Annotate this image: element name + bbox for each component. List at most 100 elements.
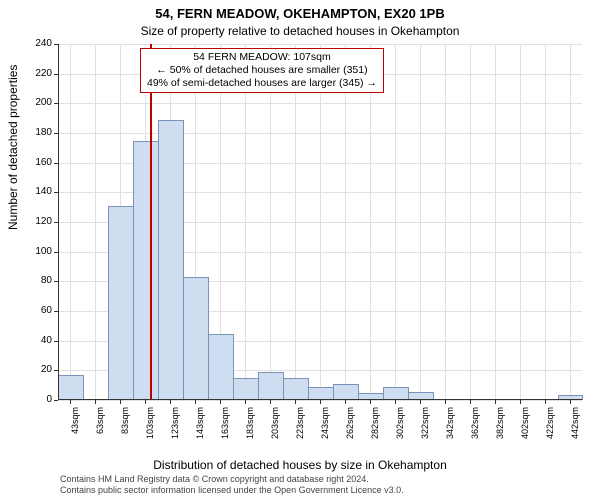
histogram-bar	[158, 120, 184, 400]
ytick-mark	[54, 192, 58, 193]
xtick-label: 203sqm	[270, 407, 280, 447]
xtick-label: 322sqm	[420, 407, 430, 447]
xtick-label: 103sqm	[145, 407, 155, 447]
ytick-label: 40	[12, 335, 52, 346]
xtick-label: 262sqm	[345, 407, 355, 447]
histogram-bar	[133, 141, 159, 400]
ytick-mark	[54, 222, 58, 223]
grid-line-v	[370, 44, 371, 400]
xtick-mark	[95, 400, 96, 404]
grid-line-v	[70, 44, 71, 400]
xtick-mark	[495, 400, 496, 404]
ytick-label: 60	[12, 305, 52, 316]
plot-area	[58, 44, 582, 400]
ytick-mark	[54, 44, 58, 45]
xtick-mark	[395, 400, 396, 404]
xtick-label: 382sqm	[495, 407, 505, 447]
histogram-bar	[58, 375, 84, 400]
xtick-label: 442sqm	[570, 407, 580, 447]
grid-line-v	[495, 44, 496, 400]
ytick-label: 80	[12, 275, 52, 286]
ytick-label: 140	[12, 186, 52, 197]
annotation-line-3: 49% of semi-detached houses are larger (…	[147, 77, 377, 90]
xtick-label: 123sqm	[170, 407, 180, 447]
xtick-mark	[220, 400, 221, 404]
xtick-label: 83sqm	[120, 407, 130, 447]
ytick-label: 160	[12, 157, 52, 168]
annotation-line-1: 54 FERN MEADOW: 107sqm	[147, 51, 377, 64]
grid-line-v	[295, 44, 296, 400]
grid-line-v	[570, 44, 571, 400]
grid-line-v	[445, 44, 446, 400]
xtick-label: 302sqm	[395, 407, 405, 447]
ytick-mark	[54, 281, 58, 282]
annotation-line-2: ← 50% of detached houses are smaller (35…	[147, 64, 377, 77]
xtick-label: 282sqm	[370, 407, 380, 447]
x-axis-label: Distribution of detached houses by size …	[0, 458, 600, 472]
histogram-bar	[258, 372, 284, 400]
histogram-bar	[283, 378, 309, 400]
ytick-mark	[54, 341, 58, 342]
xtick-mark	[320, 400, 321, 404]
ytick-mark	[54, 103, 58, 104]
ytick-mark	[54, 400, 58, 401]
xtick-label: 43sqm	[70, 407, 80, 447]
xtick-label: 422sqm	[545, 407, 555, 447]
xtick-label: 402sqm	[520, 407, 530, 447]
attribution-line-1: Contains HM Land Registry data © Crown c…	[60, 474, 404, 485]
chart-container: 54, FERN MEADOW, OKEHAMPTON, EX20 1PB Si…	[0, 0, 600, 500]
grid-line-v	[245, 44, 246, 400]
xtick-mark	[145, 400, 146, 404]
ytick-mark	[54, 74, 58, 75]
xtick-mark	[370, 400, 371, 404]
ytick-mark	[54, 311, 58, 312]
grid-line-v	[345, 44, 346, 400]
xtick-mark	[470, 400, 471, 404]
xtick-label: 223sqm	[295, 407, 305, 447]
xtick-mark	[120, 400, 121, 404]
xtick-mark	[245, 400, 246, 404]
xtick-mark	[420, 400, 421, 404]
reference-line	[150, 44, 152, 400]
xtick-mark	[195, 400, 196, 404]
histogram-bar	[333, 384, 359, 400]
grid-line-v	[395, 44, 396, 400]
xtick-label: 362sqm	[470, 407, 480, 447]
histogram-bar	[233, 378, 259, 400]
xtick-label: 143sqm	[195, 407, 205, 447]
xtick-mark	[570, 400, 571, 404]
ytick-label: 240	[12, 38, 52, 49]
grid-line-v	[420, 44, 421, 400]
ytick-label: 120	[12, 216, 52, 227]
xtick-mark	[270, 400, 271, 404]
xtick-mark	[170, 400, 171, 404]
xtick-mark	[445, 400, 446, 404]
y-axis-line	[58, 44, 59, 400]
attribution: Contains HM Land Registry data © Crown c…	[60, 474, 404, 496]
xtick-mark	[520, 400, 521, 404]
attribution-line-2: Contains public sector information licen…	[60, 485, 404, 496]
ytick-label: 180	[12, 127, 52, 138]
grid-line-v	[470, 44, 471, 400]
xtick-mark	[295, 400, 296, 404]
y-axis-label: Number of detached properties	[6, 65, 20, 230]
xtick-mark	[70, 400, 71, 404]
xtick-label: 243sqm	[320, 407, 330, 447]
grid-line-v	[520, 44, 521, 400]
chart-title-sub: Size of property relative to detached ho…	[0, 24, 600, 38]
chart-title-main: 54, FERN MEADOW, OKEHAMPTON, EX20 1PB	[0, 6, 600, 21]
ytick-label: 20	[12, 364, 52, 375]
xtick-mark	[545, 400, 546, 404]
ytick-label: 100	[12, 246, 52, 257]
ytick-mark	[54, 252, 58, 253]
grid-line-v	[270, 44, 271, 400]
annotation-box: 54 FERN MEADOW: 107sqm ← 50% of detached…	[140, 48, 384, 93]
grid-line-v	[320, 44, 321, 400]
xtick-label: 342sqm	[445, 407, 455, 447]
ytick-mark	[54, 370, 58, 371]
ytick-label: 200	[12, 97, 52, 108]
ytick-label: 0	[12, 394, 52, 405]
ytick-label: 220	[12, 68, 52, 79]
xtick-label: 183sqm	[245, 407, 255, 447]
histogram-bar	[183, 277, 209, 400]
